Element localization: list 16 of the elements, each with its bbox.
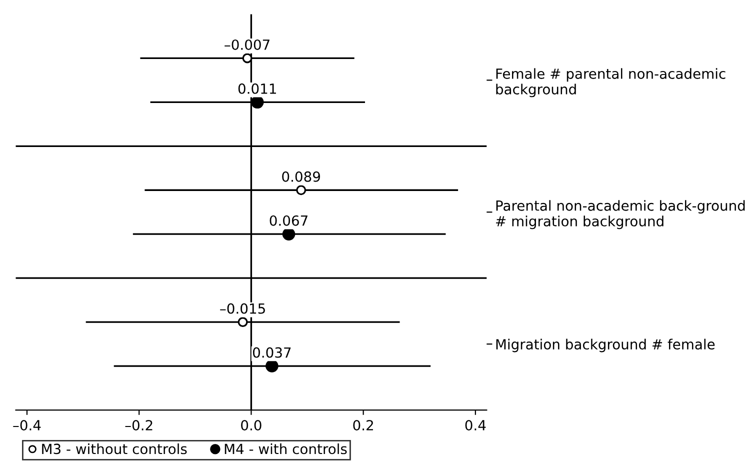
legend-label: M4 - with controls (224, 443, 347, 454)
x-tick-label: –0.4 (13, 420, 41, 430)
data-label: –0.015 (220, 303, 265, 314)
x-tick-label: 0.4 (465, 420, 486, 430)
data-label: 0.037 (252, 347, 291, 358)
data-label: –0.007 (224, 39, 270, 50)
legend-label: M3 - without controls (42, 443, 187, 454)
data-label: 0.067 (270, 215, 308, 226)
x-tick-label: 0.2 (353, 420, 373, 430)
data-label: 0.089 (282, 171, 320, 182)
data-label: 0.011 (238, 83, 276, 94)
x-tick-label: 0.0 (241, 420, 262, 430)
y-tick-label: Migration background # female (496, 338, 715, 352)
y-tick-label: Female # parental non-academic background (496, 68, 726, 98)
y-tick-label: Parental non-academic back-ground # migration background (496, 200, 745, 230)
x-tick-label: –0.2 (125, 420, 152, 430)
